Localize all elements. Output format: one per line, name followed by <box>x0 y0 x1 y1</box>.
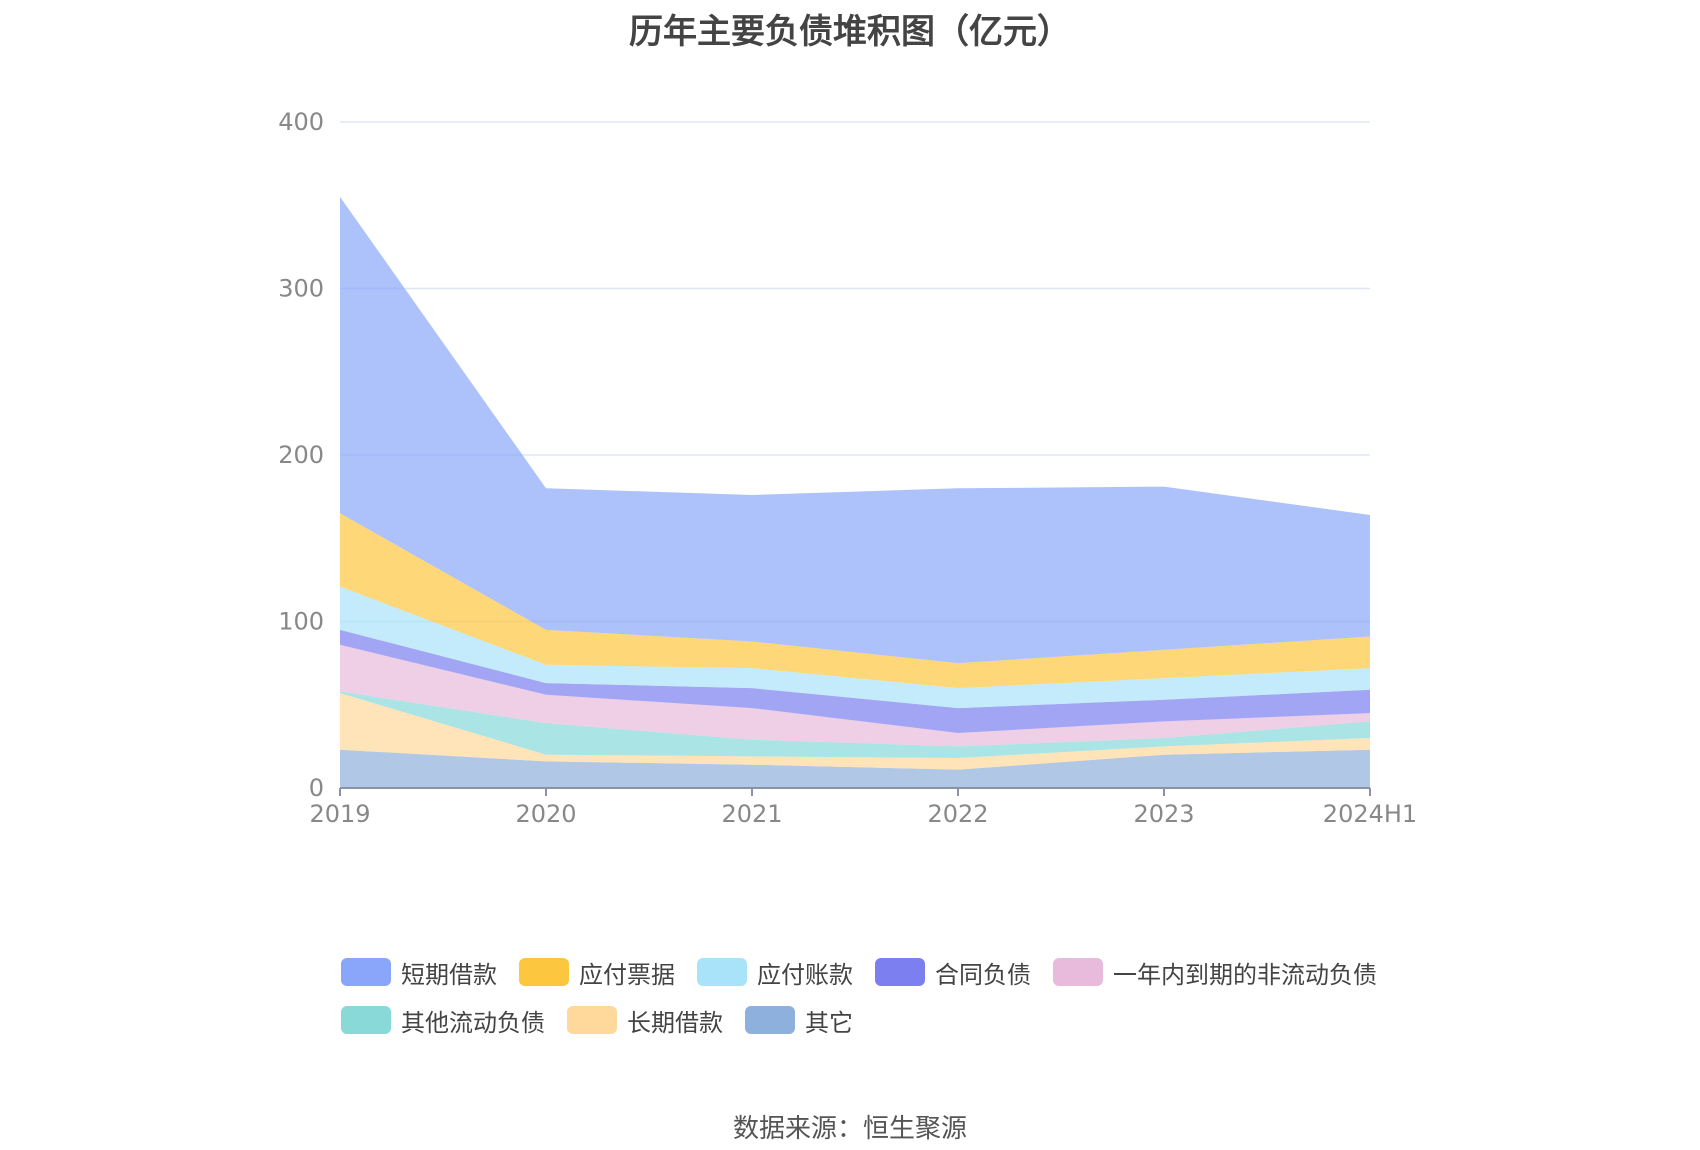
legend-label: 其它 <box>805 1008 853 1037</box>
legend-item[interactable]: 短期借款 <box>341 955 497 989</box>
legend-swatch <box>697 958 747 986</box>
legend-item[interactable]: 应付票据 <box>519 955 675 989</box>
x-tick-label: 2023 <box>1133 800 1194 828</box>
legend-label: 其他流动负债 <box>401 1008 545 1037</box>
y-tick-label: 200 <box>278 441 324 469</box>
x-tick-label: 2024H1 <box>1323 800 1417 828</box>
x-tick-label: 2021 <box>721 800 782 828</box>
legend-label: 一年内到期的非流动负债 <box>1113 960 1377 989</box>
legend-swatch <box>341 1006 391 1034</box>
y-tick-label: 300 <box>278 275 324 303</box>
legend-swatch <box>341 958 391 986</box>
y-tick-label: 0 <box>309 774 324 802</box>
area-应付票据 <box>340 513 1370 689</box>
area-其他流动负债 <box>340 691 1370 759</box>
area-series <box>340 196 1370 788</box>
legend-item[interactable]: 其他流动负债 <box>341 1003 545 1037</box>
area-一年内到期的非流动负债 <box>340 644 1370 747</box>
legend-label: 长期借款 <box>627 1008 723 1037</box>
legend-swatch <box>875 958 925 986</box>
legend-item[interactable]: 长期借款 <box>567 1003 723 1037</box>
y-tick-label: 400 <box>278 108 324 136</box>
source-note: 数据来源：恒生聚源 <box>732 1114 967 1144</box>
area-合同负债 <box>340 629 1370 734</box>
area-其它 <box>340 749 1370 788</box>
x-tick-label: 2022 <box>927 800 988 828</box>
x-tick-label: 2020 <box>515 800 576 828</box>
y-tick-label: 100 <box>278 608 324 636</box>
legend-swatch <box>567 1006 617 1034</box>
area-应付账款 <box>340 586 1370 709</box>
area-长期借款 <box>340 693 1370 770</box>
chart-title: 历年主要负债堆积图（亿元） <box>629 12 1071 52</box>
legend-swatch <box>519 958 569 986</box>
legend-label: 应付票据 <box>579 960 675 989</box>
legend-item[interactable]: 其它 <box>745 1003 853 1037</box>
legend-item[interactable]: 一年内到期的非流动负债 <box>1053 955 1377 989</box>
area-短期借款 <box>340 196 1370 664</box>
x-tick-label: 2019 <box>309 800 370 828</box>
legend-label: 短期借款 <box>401 960 497 989</box>
legend-item[interactable]: 应付账款 <box>697 955 853 989</box>
legend-label: 合同负债 <box>935 960 1031 989</box>
legend-swatch <box>745 1006 795 1034</box>
legend-item[interactable]: 合同负债 <box>875 955 1031 989</box>
axes: 0 100 200 300 400 2019 2020 2021 2022 2023 2024H1 <box>278 108 1417 828</box>
chart-legend: 短期借款 应付票据 应付账款 合同负债 一年内到期的非流动负债其他流动负债 长期借款 其它 <box>341 955 1441 1037</box>
legend-label: 应付账款 <box>757 960 853 989</box>
legend-swatch <box>1053 958 1103 986</box>
